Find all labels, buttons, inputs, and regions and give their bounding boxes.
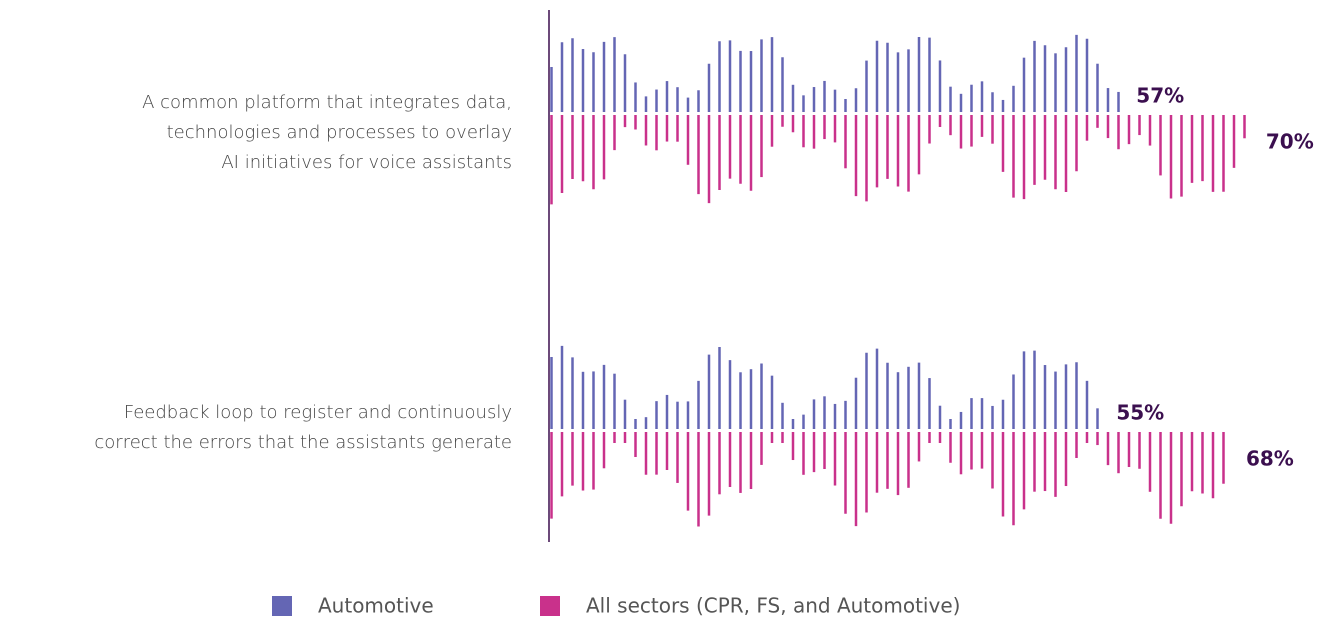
category-label: Feedback loop to register and continuous… <box>94 402 512 453</box>
value-label: 55% <box>1116 401 1164 425</box>
category-label: A common platform that integrates data, … <box>142 92 512 173</box>
legend-swatch <box>272 596 292 616</box>
legend-label: All sectors (CPR, FS, and Automotive) <box>586 594 960 618</box>
bar <box>550 432 1225 527</box>
bar <box>550 345 1099 429</box>
value-label: 68% <box>1246 447 1294 471</box>
legend-swatch <box>540 596 560 616</box>
legend-label: Automotive <box>318 594 434 618</box>
bar <box>550 115 1246 205</box>
value-label: 57% <box>1136 84 1184 108</box>
value-label: 70% <box>1266 130 1314 154</box>
bar <box>550 34 1120 112</box>
